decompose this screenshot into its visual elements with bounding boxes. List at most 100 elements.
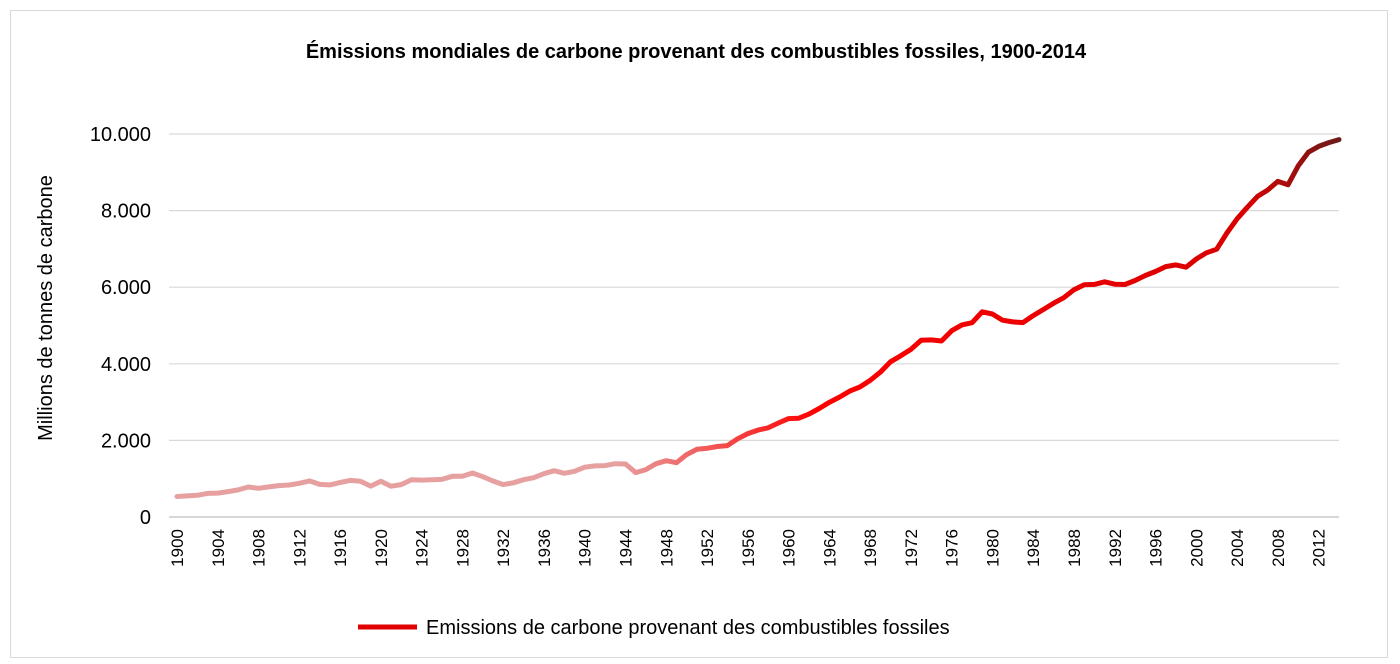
data-point bbox=[1245, 205, 1249, 209]
data-point bbox=[481, 475, 485, 479]
data-point bbox=[277, 484, 281, 488]
data-point bbox=[308, 479, 312, 483]
data-point bbox=[705, 446, 709, 450]
data-point bbox=[858, 385, 862, 389]
data-point bbox=[338, 481, 342, 485]
x-tick-label: 1992 bbox=[1106, 529, 1125, 567]
data-point bbox=[369, 484, 373, 488]
x-tick-label: 2012 bbox=[1310, 529, 1329, 567]
data-point bbox=[1062, 296, 1066, 300]
data-point bbox=[1276, 179, 1280, 183]
data-point bbox=[562, 471, 566, 475]
data-point bbox=[195, 493, 199, 497]
x-tick-label: 1984 bbox=[1024, 529, 1043, 567]
y-tick-label: 4.000 bbox=[101, 354, 151, 376]
data-point bbox=[1215, 247, 1219, 251]
data-point bbox=[746, 432, 750, 436]
data-point bbox=[736, 437, 740, 441]
data-point bbox=[950, 329, 954, 333]
data-point bbox=[175, 495, 179, 499]
data-point bbox=[450, 474, 454, 478]
data-point bbox=[675, 461, 679, 465]
data-point bbox=[522, 478, 526, 482]
y-tick-label: 10.000 bbox=[90, 124, 151, 146]
x-tick-label: 1904 bbox=[209, 529, 228, 567]
data-point bbox=[1113, 282, 1117, 286]
data-point bbox=[1154, 270, 1158, 274]
x-tick-label: 1944 bbox=[616, 529, 635, 567]
data-point bbox=[1082, 283, 1086, 287]
data-point bbox=[1021, 321, 1025, 325]
series-line-carbon-emissions bbox=[174, 137, 1342, 499]
data-point bbox=[1174, 263, 1178, 267]
data-point bbox=[1092, 282, 1096, 286]
data-point bbox=[297, 481, 301, 485]
series-group bbox=[174, 137, 1342, 499]
data-point bbox=[1164, 265, 1168, 269]
data-point bbox=[1103, 280, 1107, 284]
data-point bbox=[1306, 150, 1310, 154]
data-point bbox=[389, 484, 393, 488]
data-point bbox=[552, 469, 556, 473]
data-point bbox=[797, 416, 801, 420]
data-point bbox=[440, 477, 444, 481]
data-point bbox=[593, 464, 597, 468]
data-point bbox=[838, 395, 842, 399]
data-point bbox=[654, 462, 658, 466]
data-point bbox=[542, 472, 546, 476]
data-point bbox=[848, 389, 852, 393]
data-point bbox=[257, 486, 261, 490]
data-point bbox=[1011, 320, 1015, 324]
x-tick-label: 1940 bbox=[576, 529, 595, 567]
data-point bbox=[1194, 257, 1198, 261]
data-point bbox=[1031, 314, 1035, 318]
data-point bbox=[960, 323, 964, 327]
data-point bbox=[1225, 231, 1229, 235]
data-point bbox=[776, 421, 780, 425]
data-point bbox=[1133, 279, 1137, 283]
data-point bbox=[1041, 308, 1045, 312]
data-point bbox=[613, 462, 617, 466]
data-point bbox=[420, 478, 424, 482]
data-point bbox=[328, 483, 332, 487]
x-tick-label: 1964 bbox=[820, 529, 839, 567]
data-point bbox=[1184, 265, 1188, 269]
data-point bbox=[226, 490, 230, 494]
x-tick-label: 1920 bbox=[372, 529, 391, 567]
x-tick-label: 1900 bbox=[168, 529, 187, 567]
data-point bbox=[644, 468, 648, 472]
chart-svg: Émissions mondiales de carbone provenant… bbox=[35, 40, 1342, 639]
data-point bbox=[970, 321, 974, 325]
data-point bbox=[1256, 194, 1260, 198]
data-point bbox=[899, 354, 903, 358]
data-point bbox=[1001, 318, 1005, 322]
data-point bbox=[216, 491, 220, 495]
data-point bbox=[1052, 301, 1056, 305]
data-point bbox=[359, 479, 363, 483]
data-point bbox=[430, 478, 434, 482]
data-point bbox=[756, 428, 760, 432]
data-point bbox=[246, 485, 250, 489]
data-point bbox=[685, 453, 689, 457]
legend-label: Emissions de carbone provenant des combu… bbox=[426, 617, 950, 639]
data-point bbox=[573, 469, 577, 473]
data-point bbox=[1317, 144, 1321, 148]
data-point bbox=[919, 338, 923, 342]
data-point bbox=[409, 478, 413, 482]
data-point bbox=[889, 360, 893, 364]
data-point bbox=[940, 339, 944, 343]
data-point bbox=[1123, 283, 1127, 287]
x-tick-labels: 1900 1904 1908 1912 1916 1920 1924 1928 1932 1936… bbox=[168, 529, 1329, 567]
data-point bbox=[1205, 251, 1209, 255]
x-tick-label: 1988 bbox=[1065, 529, 1084, 567]
x-tick-label: 1980 bbox=[983, 529, 1002, 567]
x-tick-label: 1912 bbox=[290, 529, 309, 567]
y-tick-label: 8.000 bbox=[101, 201, 151, 223]
y-axis-label: Millions de tonnes de carbone bbox=[35, 175, 57, 441]
data-point bbox=[664, 459, 668, 463]
data-point bbox=[532, 476, 536, 480]
data-point bbox=[624, 462, 628, 466]
x-tick-label: 1936 bbox=[535, 529, 554, 567]
data-point bbox=[909, 347, 913, 351]
x-tick-label: 1968 bbox=[861, 529, 880, 567]
